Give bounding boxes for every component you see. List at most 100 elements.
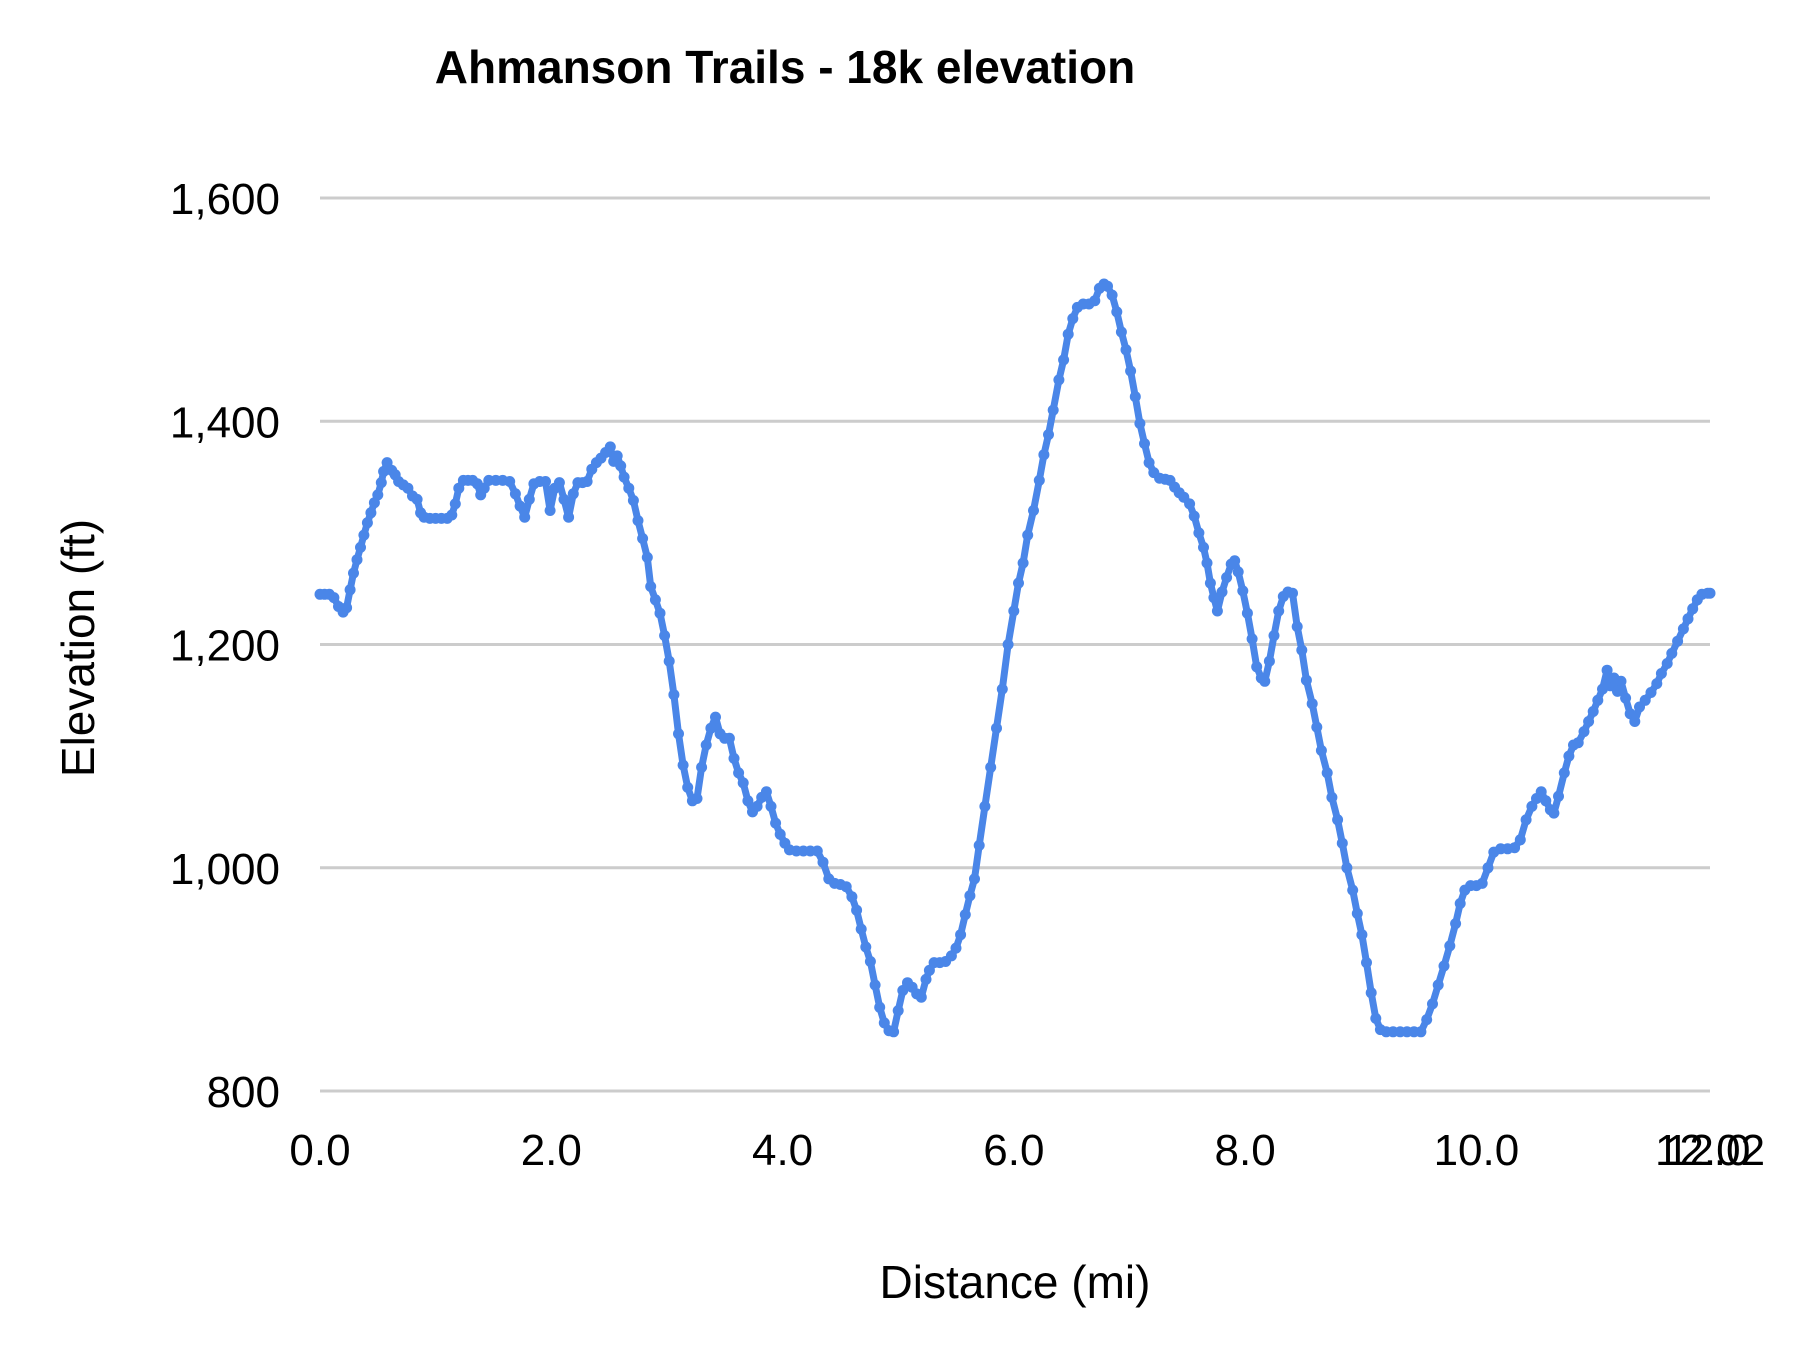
data-point xyxy=(1427,998,1438,1010)
data-point xyxy=(1038,449,1050,461)
data-point xyxy=(540,476,551,487)
data-point xyxy=(1268,630,1280,642)
data-point xyxy=(1620,692,1632,704)
data-point xyxy=(1655,668,1667,679)
data-point xyxy=(1211,605,1223,617)
chart-title: Ahmanson Trails - 18k elevation xyxy=(434,41,1136,93)
data-point xyxy=(668,689,680,701)
data-point xyxy=(742,795,754,807)
data-point xyxy=(1444,940,1456,952)
data-point xyxy=(1022,529,1034,541)
data-point xyxy=(615,460,627,472)
data-point xyxy=(663,655,675,667)
data-point xyxy=(581,476,593,487)
data-point xyxy=(544,505,556,516)
x-axis-title: Distance (mi) xyxy=(879,1256,1151,1308)
data-point xyxy=(733,767,745,779)
data-point xyxy=(1558,767,1570,779)
x-tick-label: 0.0 xyxy=(289,1126,350,1175)
data-point xyxy=(1682,613,1694,625)
data-point xyxy=(964,890,976,902)
data-point xyxy=(1645,687,1657,698)
data-point xyxy=(1629,716,1641,727)
data-point xyxy=(1438,960,1450,972)
data-point xyxy=(991,722,1002,734)
data-point xyxy=(1482,862,1494,874)
data-point xyxy=(1666,647,1678,659)
data-point xyxy=(1296,644,1308,656)
y-tick-label: 1,400 xyxy=(170,398,280,447)
data-point xyxy=(710,711,721,723)
gridlines xyxy=(320,196,1710,1093)
data-point xyxy=(1553,790,1564,802)
data-point xyxy=(1216,586,1228,598)
data-point xyxy=(1017,557,1029,569)
data-point xyxy=(1241,607,1253,619)
data-point xyxy=(1592,694,1604,706)
data-point xyxy=(1639,694,1651,706)
data-point xyxy=(705,722,717,734)
data-point xyxy=(1221,572,1233,583)
y-axis-title: Elevation (ft) xyxy=(52,518,104,778)
data-point xyxy=(446,509,458,521)
data-point xyxy=(1578,726,1590,738)
data-point xyxy=(1008,605,1020,617)
data-point xyxy=(504,476,516,487)
data-point xyxy=(604,441,616,453)
x-tick-label: 2.0 xyxy=(521,1126,582,1175)
data-point xyxy=(765,800,777,812)
data-point xyxy=(1615,675,1627,687)
data-point xyxy=(1043,429,1054,441)
y-tick-label: 800 xyxy=(207,1068,280,1117)
data-point xyxy=(1509,842,1521,854)
y-tick-label: 1,200 xyxy=(170,622,280,671)
data-point xyxy=(915,991,927,1003)
data-point xyxy=(737,777,749,789)
data-point xyxy=(1454,898,1466,909)
data-point xyxy=(1361,957,1372,969)
data-point xyxy=(955,929,967,941)
data-point xyxy=(760,786,772,798)
data-point xyxy=(1704,587,1716,599)
data-point xyxy=(449,498,461,510)
data-point xyxy=(372,489,384,501)
data-point xyxy=(1347,884,1359,896)
data-point xyxy=(846,891,858,903)
data-point xyxy=(523,493,535,505)
data-point xyxy=(1120,344,1132,356)
data-point xyxy=(1370,1012,1382,1024)
data-point xyxy=(1548,807,1560,819)
data-point xyxy=(365,507,377,519)
data-point xyxy=(632,515,644,527)
data-point xyxy=(1208,592,1220,604)
data-point xyxy=(509,488,521,500)
data-point xyxy=(869,979,881,991)
data-point xyxy=(888,1026,900,1038)
data-point xyxy=(864,956,876,967)
data-point xyxy=(1002,639,1014,650)
data-point xyxy=(770,817,782,829)
data-point xyxy=(996,683,1008,695)
data-point xyxy=(341,602,353,614)
data-point xyxy=(1204,577,1216,589)
data-point xyxy=(1365,987,1377,999)
x-tick-label: 8.0 xyxy=(1215,1126,1276,1175)
x-tick-label: 12.0 xyxy=(1665,1126,1751,1175)
elevation-line xyxy=(316,280,1714,1036)
data-point xyxy=(1053,374,1065,386)
x-tick-label: 4.0 xyxy=(752,1126,813,1175)
data-point xyxy=(637,533,649,544)
data-point xyxy=(411,493,423,505)
data-point xyxy=(855,923,867,935)
data-point xyxy=(1651,678,1663,690)
data-point xyxy=(1432,979,1444,991)
data-point xyxy=(355,541,366,553)
data-point xyxy=(361,517,373,529)
data-point xyxy=(959,909,971,921)
data-point xyxy=(1033,474,1045,486)
data-point xyxy=(641,551,653,563)
data-point xyxy=(514,500,526,512)
data-point xyxy=(1356,929,1368,941)
